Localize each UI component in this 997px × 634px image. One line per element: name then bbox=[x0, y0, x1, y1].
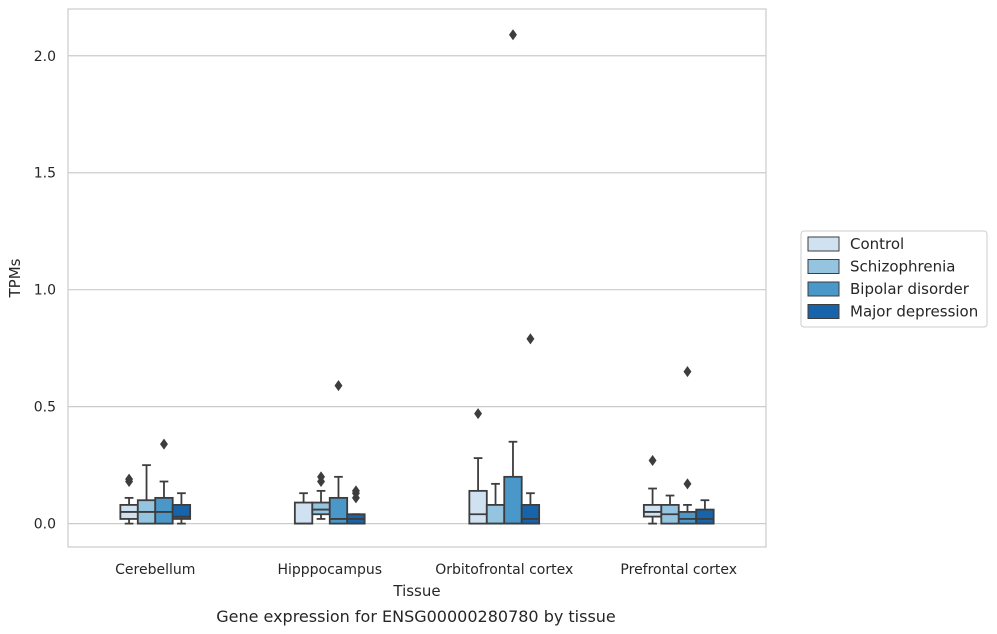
legend-label: Major depression bbox=[850, 303, 978, 321]
box-schizophrenia bbox=[660, 494, 680, 525]
x-tick-label: Orbitofrontal cortex bbox=[435, 562, 573, 578]
outlier-point bbox=[160, 438, 168, 450]
box-control bbox=[293, 492, 314, 525]
legend-swatch bbox=[807, 259, 840, 274]
box-iqr bbox=[293, 501, 314, 525]
box-iqr bbox=[503, 475, 523, 525]
box-bipolar-disorder bbox=[503, 29, 523, 525]
legend-item: Schizophrenia bbox=[807, 258, 955, 276]
box-bipolar-disorder bbox=[328, 380, 349, 525]
outlier-point bbox=[683, 478, 692, 490]
box-major-depression bbox=[695, 499, 715, 525]
box-iqr bbox=[154, 496, 174, 525]
y-tick-labels: 0.0 0.5 1.0 1.5 2.0 bbox=[34, 49, 56, 533]
box-schizophrenia bbox=[485, 482, 506, 525]
box-iqr bbox=[468, 489, 488, 525]
legend-swatch bbox=[807, 236, 840, 252]
y-tick-label: 2.0 bbox=[34, 49, 56, 65]
grid-lines bbox=[68, 55, 766, 525]
legend-label: Control bbox=[850, 235, 904, 253]
box-marks bbox=[119, 29, 715, 525]
y-tick-label: 0.0 bbox=[34, 517, 56, 533]
plot-frame bbox=[67, 8, 767, 548]
y-tick-label: 1.0 bbox=[34, 283, 56, 299]
box-iqr bbox=[677, 511, 698, 525]
legend-swatch bbox=[807, 281, 840, 297]
outlier-point bbox=[509, 29, 517, 41]
y-axis-label: TPMs bbox=[6, 258, 24, 298]
y-tick-label: 0.5 bbox=[34, 400, 56, 416]
box-iqr bbox=[171, 503, 192, 520]
outlier-point bbox=[683, 366, 692, 378]
box-iqr bbox=[485, 503, 506, 525]
legend-label: Bipolar disorder bbox=[850, 280, 970, 298]
outlier-point bbox=[125, 473, 134, 485]
box-iqr bbox=[311, 501, 331, 516]
legend-swatch bbox=[807, 304, 840, 319]
y-tick-label: 1.5 bbox=[34, 166, 56, 182]
box-major-depression bbox=[520, 333, 541, 525]
legend-label: Schizophrenia bbox=[850, 258, 955, 276]
legend-item: Bipolar disorder bbox=[807, 280, 970, 298]
outlier-point bbox=[334, 380, 343, 392]
box-control bbox=[642, 454, 663, 525]
x-axis-label: Tissue bbox=[392, 582, 440, 600]
outlier-point bbox=[526, 333, 535, 345]
x-tick-labels: Cerebellum Hipppocampus Orbitofrontal cort… bbox=[115, 562, 737, 578]
legend: Control Schizophrenia Bipolar disorder Majo… bbox=[800, 230, 988, 328]
box-bipolar-disorder bbox=[677, 366, 698, 525]
x-tick-label: Cerebellum bbox=[115, 562, 195, 578]
outlier-point bbox=[474, 408, 483, 420]
box-schizophrenia bbox=[136, 464, 157, 525]
box-control bbox=[468, 408, 488, 525]
legend-item: Control bbox=[807, 235, 904, 253]
box-control bbox=[119, 473, 139, 525]
box-bipolar-disorder bbox=[154, 438, 174, 525]
outlier-point bbox=[317, 471, 325, 483]
box-iqr bbox=[695, 508, 715, 525]
outlier-point bbox=[351, 485, 360, 497]
box-schizophrenia bbox=[311, 471, 331, 520]
box-major-depression bbox=[171, 492, 192, 525]
box-iqr bbox=[642, 503, 663, 518]
legend-item: Major depression bbox=[807, 303, 978, 321]
outlier-point bbox=[648, 454, 657, 466]
x-tick-label: Hipppocampus bbox=[277, 562, 382, 578]
chart-caption: Gene expression for ENSG00000280780 by t… bbox=[216, 607, 616, 626]
x-tick-label: Prefrontal cortex bbox=[620, 562, 737, 578]
box-iqr bbox=[520, 503, 541, 525]
legend-frame bbox=[800, 230, 988, 328]
box-major-depression bbox=[346, 485, 366, 525]
box-iqr bbox=[328, 496, 349, 525]
